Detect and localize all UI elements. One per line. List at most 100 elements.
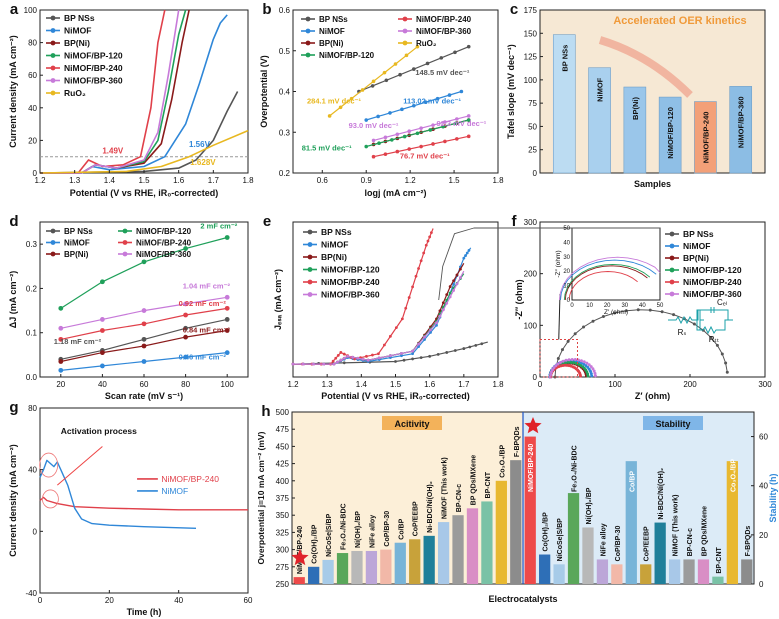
data-point [100,328,105,333]
data-point [400,354,403,358]
stability-region [523,412,754,584]
x-tick-label: 1.8 [492,380,504,389]
data-point [312,362,315,366]
legend-item: BP(Ni) [319,39,344,48]
data-point [371,154,376,159]
data-point [423,335,426,339]
data-point [466,118,471,122]
overpotential-bar [322,559,334,584]
category-label: Co(OH)₂/BP [312,524,319,564]
data-point [336,360,339,364]
legend-marker [50,78,56,83]
y-tick-label: 100 [24,6,38,15]
data-point [377,356,381,360]
legend-item: NiMOF [161,486,188,496]
data-point [377,352,380,356]
data-point [589,365,593,369]
data-point [563,363,567,367]
activity-tag [382,416,442,430]
data-point [370,84,375,88]
data-point [455,117,459,121]
data-point [334,356,338,360]
data-point [224,235,230,240]
legend-marker [307,267,313,272]
data-point [443,120,447,124]
y-axis-title: Tafel slope (mV dec⁻¹) [506,44,516,139]
data-point [578,374,582,378]
data-point [402,134,407,139]
stability-bar [654,522,666,584]
overpotential-bar [510,460,522,584]
x-tick-label: 0 [538,380,543,389]
x-axis-title: Scan rate (mV s⁻¹) [105,391,183,401]
data-point [466,114,471,118]
overpotential-bar [380,549,392,584]
legend-item: BP NSs [321,227,352,237]
stability-tag [643,416,703,430]
data-point [455,137,459,141]
data-point [407,147,412,151]
data-point [445,293,449,297]
x-tick-label: 1.6 [424,380,436,389]
annotation: 1.628V [190,158,216,167]
category-label: Co₃O₄/BP [499,444,506,477]
data-point [100,363,105,369]
data-point [301,362,305,366]
slope-annotation: 81.5 mV dec⁻¹ [302,144,352,153]
y-axis-title: Jₑₛₐ (mA cm⁻²) [273,269,283,330]
data-point [411,285,414,289]
data-point [407,296,411,299]
data-point [404,306,408,310]
data-point [376,114,380,119]
y-tick-label: 60 [28,71,37,80]
highlight-ellipse [42,489,59,509]
data-point [438,314,442,318]
data-point [447,93,452,97]
bar [552,34,576,174]
legend-item: NiMOF/BP-240 [683,277,742,287]
data-point [346,354,350,358]
data-point [431,142,435,146]
data-point [183,354,189,360]
overpotential-bar [394,542,406,584]
bar [729,86,753,174]
data-point [428,354,432,358]
legend-marker [307,254,313,260]
data-point [224,328,230,333]
capacitance-annotation: 0.92 mF cm⁻² [179,299,227,308]
y-tick-label: 80 [28,39,37,48]
x-tick-label: 1.2 [287,380,299,389]
data-point [429,331,432,334]
data-point [692,322,696,326]
data-point [383,135,388,140]
data-point [415,131,420,136]
legend-marker [50,40,56,46]
data-point [452,282,455,286]
data-point [224,317,230,322]
data-point [419,259,423,263]
y-axis-title: ΔJ (mA cm⁻²) [8,271,18,328]
panel-letter: a [10,1,19,18]
data-point [441,301,445,305]
y-tick-label: 0.2 [279,169,291,178]
stability-bar [712,576,724,584]
legend-item: NiMOF/BP-360 [683,289,742,299]
data-point [585,361,589,365]
data-point [141,259,147,265]
highlight-ellipse [39,452,59,478]
data-point [336,353,340,357]
data-point [417,342,420,346]
data-point [445,351,449,354]
data-point [58,325,64,331]
legend-item: NiMOF/BP-120 [64,51,123,61]
stability-bar [668,559,681,584]
data-point [395,132,400,137]
data-point [459,89,464,94]
legend-marker [50,53,56,58]
data-point [388,111,392,115]
panel-a: a 1.2 1.3 1.4 1.5 1.6 1.7 1.8 0 20 40 60 80 100 Potent… [8,1,254,198]
panel-letter: d [9,213,18,230]
legend-item: NiMOF [683,241,710,251]
y-tick-label: 80 [28,404,37,413]
legend-item: BP(Ni) [64,38,90,48]
